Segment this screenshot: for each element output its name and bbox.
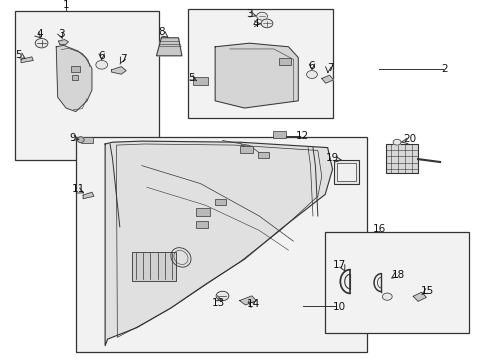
Bar [81, 137, 93, 143]
Circle shape [382, 293, 391, 300]
Polygon shape [373, 274, 381, 292]
Text: 16: 16 [371, 224, 385, 234]
Circle shape [96, 60, 107, 69]
Circle shape [261, 19, 272, 28]
Polygon shape [239, 296, 256, 305]
Text: 5: 5 [187, 73, 194, 84]
Text: 12: 12 [295, 131, 308, 141]
Circle shape [306, 71, 317, 78]
Text: 3: 3 [58, 29, 65, 39]
Polygon shape [83, 192, 94, 199]
Bar [386, 144, 417, 173]
Bar [337, 163, 355, 181]
Circle shape [256, 12, 267, 20]
Bar [272, 131, 285, 138]
Ellipse shape [77, 137, 84, 143]
Bar [132, 252, 176, 281]
Text: 10: 10 [333, 302, 346, 312]
Bar [15, 11, 159, 160]
Polygon shape [21, 57, 33, 63]
Bar [72, 75, 78, 80]
Circle shape [216, 291, 228, 301]
Text: 4: 4 [36, 29, 43, 39]
Bar [195, 221, 207, 228]
Polygon shape [105, 141, 332, 346]
Polygon shape [56, 45, 92, 112]
Bar [195, 208, 210, 216]
Text: 3: 3 [245, 9, 252, 19]
Text: 7: 7 [326, 63, 333, 73]
Text: 1: 1 [62, 0, 69, 10]
Text: 9: 9 [69, 132, 76, 143]
Bar [76, 137, 366, 352]
Bar [188, 9, 332, 118]
Bar [71, 66, 80, 72]
Polygon shape [340, 270, 349, 293]
Text: 6: 6 [98, 51, 105, 61]
Polygon shape [111, 67, 126, 74]
Bar [258, 152, 268, 158]
Text: 11: 11 [71, 184, 85, 194]
Text: 19: 19 [325, 153, 339, 163]
Polygon shape [412, 292, 426, 301]
Text: 17: 17 [332, 260, 346, 270]
Polygon shape [215, 43, 298, 108]
Text: 20: 20 [403, 134, 415, 144]
Polygon shape [321, 75, 333, 83]
Text: 5: 5 [15, 50, 22, 60]
Bar [278, 58, 290, 65]
Text: 6: 6 [308, 60, 315, 71]
Text: 8: 8 [158, 27, 164, 37]
Polygon shape [59, 40, 68, 45]
Bar [239, 146, 253, 153]
Bar [193, 77, 207, 85]
Bar [325, 232, 468, 333]
Text: 4: 4 [252, 19, 259, 29]
Circle shape [392, 139, 400, 145]
Circle shape [35, 39, 48, 48]
Bar [215, 199, 225, 205]
Text: 2: 2 [441, 64, 447, 74]
Text: 18: 18 [391, 270, 405, 280]
Text: 13: 13 [211, 298, 225, 308]
Text: 15: 15 [420, 285, 434, 296]
Text: 7: 7 [120, 54, 127, 64]
Bar [333, 160, 359, 184]
Text: 14: 14 [246, 299, 260, 309]
Polygon shape [156, 38, 182, 56]
